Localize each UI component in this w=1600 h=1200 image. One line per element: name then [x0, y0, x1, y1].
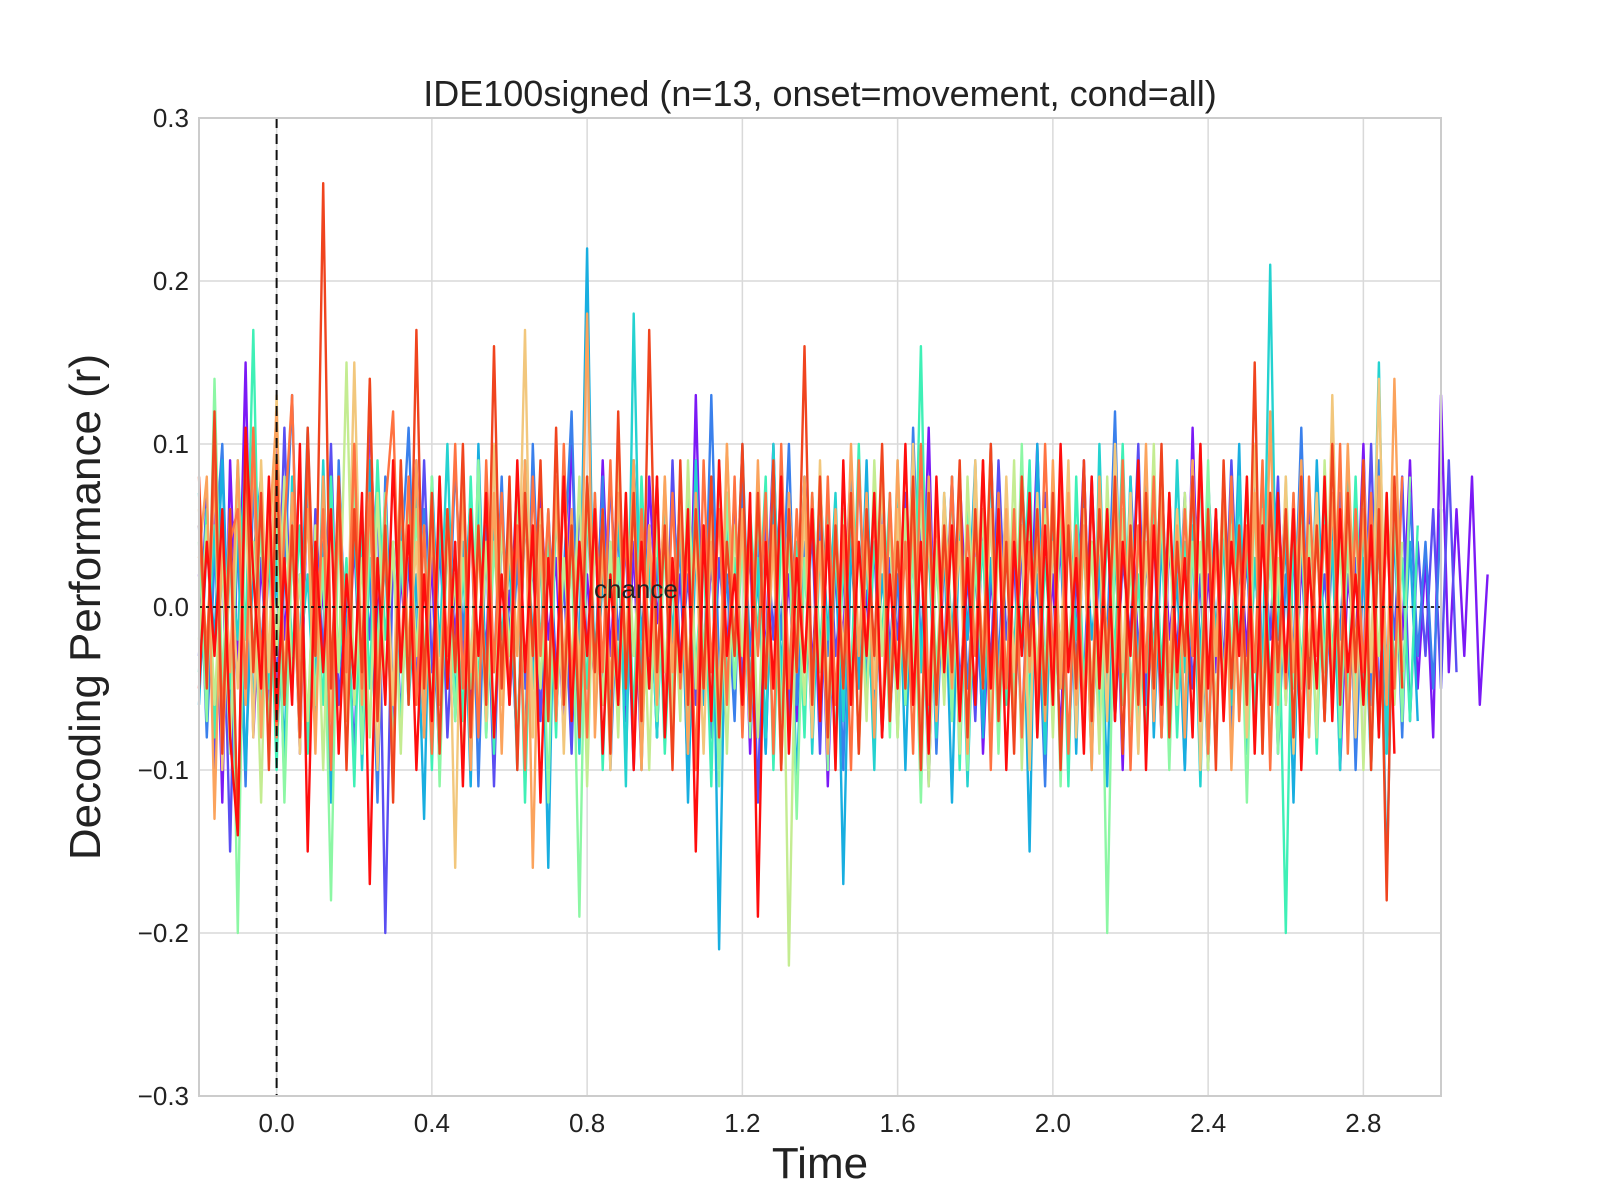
chart-title: IDE100signed (n=13, onset=movement, cond… — [423, 73, 1217, 114]
x-tick-label: 2.0 — [1035, 1108, 1071, 1138]
x-tick-label: 2.8 — [1345, 1108, 1381, 1138]
x-tick-label: 1.2 — [724, 1108, 760, 1138]
x-tick-labels: 0.0 0.4 0.8 1.2 1.6 2.0 2.4 2.8 — [259, 1108, 1382, 1138]
x-tick-label: 0.0 — [259, 1108, 295, 1138]
y-tick-label: −0.2 — [138, 918, 189, 948]
y-tick-label: 0.3 — [153, 103, 189, 133]
x-tick-label: 0.8 — [569, 1108, 605, 1138]
y-tick-label: 0.2 — [153, 266, 189, 296]
x-tick-label: 0.4 — [414, 1108, 450, 1138]
x-tick-label: 2.4 — [1190, 1108, 1226, 1138]
y-tick-label: −0.3 — [138, 1081, 189, 1111]
y-tick-label: 0.0 — [153, 592, 189, 622]
y-axis-label: Decoding Performance (r) — [61, 354, 110, 860]
chance-label: chance — [594, 574, 678, 604]
series-line-7 — [197, 377, 1412, 935]
y-tick-label: 0.1 — [153, 429, 189, 459]
y-tick-labels: 0.3 0.2 0.1 0.0 −0.1 −0.2 −0.3 — [138, 103, 189, 1111]
grid-lines — [199, 117, 1441, 1097]
x-axis-label: Time — [772, 1139, 868, 1188]
series-line-13 — [197, 426, 1396, 918]
series-layer — [197, 181, 1489, 967]
y-tick-label: −0.1 — [138, 755, 189, 785]
series-line-12 — [197, 181, 1404, 902]
plot-frame — [198, 117, 1442, 1097]
reference-lines — [199, 118, 1441, 1096]
x-tick-label: 1.6 — [880, 1108, 916, 1138]
